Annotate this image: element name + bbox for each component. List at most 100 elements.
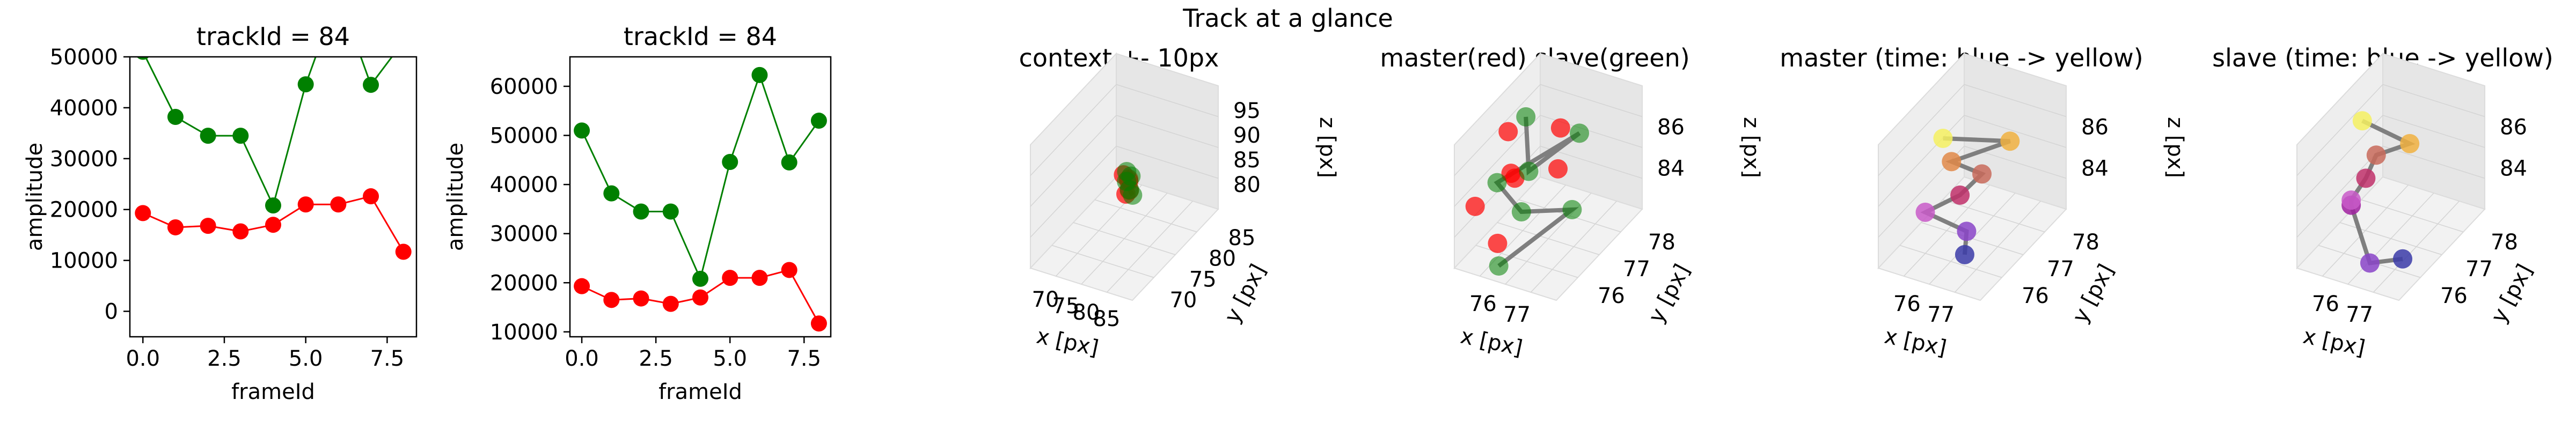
data-point xyxy=(633,203,649,220)
slave-point xyxy=(1570,123,1590,143)
time-colored-point xyxy=(2400,134,2420,153)
master-point xyxy=(1498,122,1518,142)
data-point xyxy=(330,0,346,2)
time-colored-point xyxy=(1933,129,1953,149)
x-axis-label: frameId xyxy=(658,380,742,404)
y-tick-label: 76 xyxy=(1598,284,1625,308)
slave-point xyxy=(1123,185,1143,205)
y-tick-label: 50000 xyxy=(50,45,118,70)
time-colored-point xyxy=(2393,249,2413,269)
grid-line xyxy=(1454,84,1541,176)
scatter3d-chart-4: slave (time: blue -> yellow)767776777884… xyxy=(2212,43,2553,361)
grid-line xyxy=(2382,84,2485,117)
y-tick-label: 77 xyxy=(2047,257,2074,282)
data-point xyxy=(692,289,708,306)
line-chart-1: trackId = 84 frameId amplitude 0.0 2.5 5.0 7.5… xyxy=(23,0,418,404)
grid-line xyxy=(1942,199,2045,233)
grid-line xyxy=(1964,115,2067,148)
data-point xyxy=(662,295,679,312)
x-tick-label: 75 xyxy=(1052,294,1080,319)
x-axis-label: x [px] xyxy=(1458,324,1525,361)
slave-point xyxy=(1511,202,1531,221)
slave-point xyxy=(1562,199,1582,219)
grid-line xyxy=(1878,115,1965,207)
time-colored-point xyxy=(2341,190,2361,210)
y-tick-label: 77 xyxy=(2465,257,2493,282)
data-point xyxy=(722,153,738,170)
data-point xyxy=(781,154,797,171)
y-axis-label: y [px] xyxy=(2068,260,2119,327)
plot-area xyxy=(135,0,412,260)
z-axis-label: z [px] xyxy=(1739,117,1763,178)
y-tick-label: 30000 xyxy=(50,147,118,172)
x-tick-label: 77 xyxy=(1927,302,1955,327)
time-colored-point xyxy=(2360,253,2380,273)
time-colored-point xyxy=(2352,111,2372,131)
grid-line xyxy=(2382,145,2485,179)
data-point xyxy=(167,108,184,125)
data-point xyxy=(297,196,314,213)
x-tick-label: 7.5 xyxy=(370,346,405,371)
x-tick-label: 0.0 xyxy=(565,346,599,371)
z-tick-label: 86 xyxy=(2081,115,2109,140)
grid-line xyxy=(1116,115,1219,148)
y-tick-label: 20000 xyxy=(50,198,118,223)
y-tick-label: 78 xyxy=(2491,230,2518,255)
x-tick-label: 0.0 xyxy=(126,346,160,371)
master-point xyxy=(1548,159,1568,179)
y-tick-label: 78 xyxy=(1648,230,1675,255)
plot-frame xyxy=(569,56,832,338)
grid-line xyxy=(2296,145,2383,238)
data-point xyxy=(810,315,827,332)
x-tick-label: 76 xyxy=(2312,292,2339,316)
grid-line xyxy=(2296,115,2383,207)
y-tick-label: 75 xyxy=(1189,267,1217,292)
data-point xyxy=(135,205,151,221)
grid-line xyxy=(1530,201,1618,293)
data-point xyxy=(751,270,768,286)
master-point xyxy=(1465,196,1485,216)
line-chart-2: trackId = 84 frameId amplitude 0.0 2.5 5.0 7.5… xyxy=(443,22,832,404)
figure-suptitle: Track at a glance xyxy=(1182,4,1393,33)
data-point xyxy=(810,113,827,129)
z-tick-label: 86 xyxy=(1657,115,1685,140)
grid-line xyxy=(1116,84,1219,117)
grid-line xyxy=(1094,199,1197,233)
chart-title: trackId = 84 xyxy=(624,22,777,51)
grid-line xyxy=(2361,199,2464,233)
y-tick-label: 76 xyxy=(2440,284,2468,308)
z-axis-label: z [px] xyxy=(2163,117,2187,178)
plot-frame xyxy=(129,56,418,338)
data-point xyxy=(232,128,249,144)
z-tick-label: 80 xyxy=(1233,173,1261,197)
slave-point xyxy=(1519,161,1539,181)
x-tick-label: 77 xyxy=(1503,302,1531,327)
scatter3d-chart-2: master(red) slave(green)76 777677788486x … xyxy=(1380,43,1763,361)
x-tick-label: 2.5 xyxy=(207,346,241,371)
z-tick-label: 95 xyxy=(1233,99,1261,123)
scatter3d-chart-3: master (time: blue -> yellow)76 777677788… xyxy=(1780,43,2187,361)
y-tick-label: 40000 xyxy=(50,96,118,121)
x-tick-label: 5.0 xyxy=(713,346,747,371)
data-point xyxy=(603,292,620,308)
data-point xyxy=(265,217,281,233)
grid-line xyxy=(1106,201,1194,293)
data-point xyxy=(330,196,347,213)
slave-point xyxy=(1487,173,1507,193)
y-tick-label: 76 xyxy=(2022,284,2049,308)
grid-line xyxy=(1030,115,1117,207)
data-point xyxy=(232,223,249,240)
grid-line xyxy=(2296,84,2383,176)
data-point xyxy=(297,76,314,93)
y-tick-label: 70 xyxy=(1169,288,1197,313)
time-colored-point xyxy=(1955,245,1974,264)
x-axis-label: x [px] xyxy=(1034,324,1101,361)
x-tick-label: 76 xyxy=(1893,292,1921,316)
data-point xyxy=(200,128,216,144)
data-point xyxy=(751,66,768,83)
data-point xyxy=(603,185,620,202)
data-point xyxy=(662,203,679,220)
grid-line xyxy=(1073,222,1176,255)
y-tick-label: 30000 xyxy=(490,222,558,247)
time-colored-point xyxy=(1972,164,1992,184)
